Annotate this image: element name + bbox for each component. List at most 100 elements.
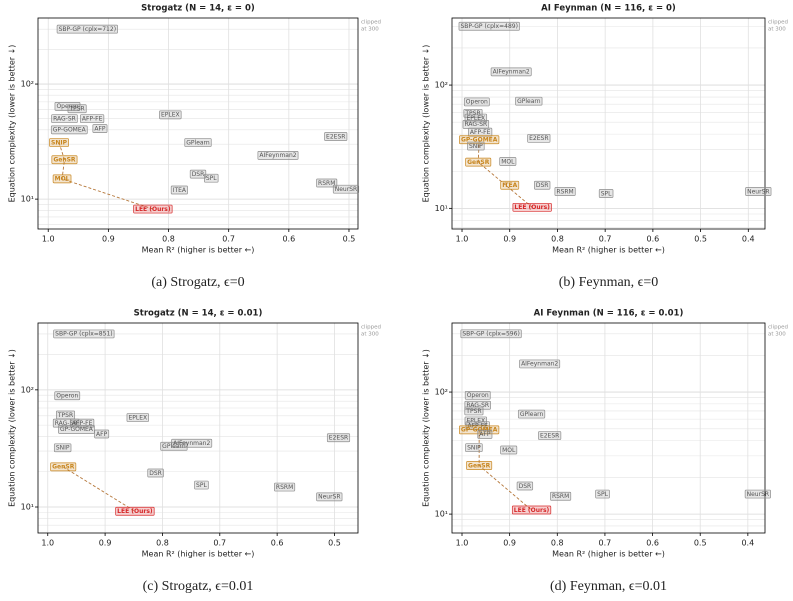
point: DSR <box>516 481 534 491</box>
point: SNIP <box>467 141 485 151</box>
point: SNIP <box>465 443 483 453</box>
y-tick-label: 10² <box>435 81 448 90</box>
point-box <box>459 425 500 435</box>
x-tick-label: 0.6 <box>282 235 295 244</box>
point-box <box>527 133 551 143</box>
point-label: TPSR <box>68 106 84 113</box>
annotation: clipped <box>361 20 381 26</box>
y-tick-label: 10¹ <box>21 195 34 204</box>
point: AFP-FE <box>468 127 493 137</box>
point-label: Operon <box>466 99 488 106</box>
point-box <box>257 151 299 160</box>
point-box <box>316 178 338 188</box>
x-tick-label: 0.8 <box>162 235 175 244</box>
x-tick-label: 0.5 <box>343 235 356 244</box>
point-label: SBP-GP (cplx=596) <box>462 331 519 338</box>
point-label: Operon <box>56 103 78 110</box>
point: E2ESR <box>324 132 348 141</box>
point: SBP-GP (cplx=712) <box>56 24 118 34</box>
point-label: MOL <box>55 176 70 183</box>
axes-frame <box>451 322 766 534</box>
point: SPL <box>203 173 219 183</box>
point-box <box>184 138 212 147</box>
point: GenSR <box>50 462 77 472</box>
point-box <box>500 445 518 455</box>
x-tick-label: 0.9 <box>503 539 516 548</box>
x-axis-label: Mean R² (higher is better ←) <box>552 246 665 255</box>
point: NeurSR <box>316 492 343 502</box>
point: E2ESR <box>527 133 551 143</box>
point: RSRM <box>554 187 576 196</box>
chart-title: Strogatz (N = 14, ε = 0.01) <box>134 309 263 319</box>
point-label: GenSR <box>468 462 491 469</box>
point: AFP-FE <box>80 114 105 124</box>
point-box <box>517 409 546 419</box>
x-axis-label: Mean R² (higher is better ←) <box>552 550 665 559</box>
x-tick-label: 0.5 <box>694 235 707 244</box>
x-tick-label: 0.9 <box>503 235 516 244</box>
point-box <box>115 506 155 516</box>
point-label: LEE (Ours) <box>135 206 171 213</box>
point-label: RAG-SR <box>464 121 487 128</box>
point: AIFeynman2 <box>257 151 299 160</box>
point-box <box>147 468 164 478</box>
point-label: Operon <box>56 393 78 400</box>
point-label: ITEA <box>502 182 517 189</box>
point-box <box>468 127 493 137</box>
point-box <box>274 482 296 492</box>
point: SBP-GP (cplx=489) <box>458 21 520 31</box>
point-box <box>500 180 520 190</box>
point: AFP <box>92 124 108 133</box>
panel: 1.0 0.9 0.8 0.7 0.6 0.5 0.4 10¹ 10² AI Feynman (N… <box>422 309 788 595</box>
point-label: SPL <box>597 491 608 498</box>
point: GenSR <box>51 155 78 165</box>
point-box <box>512 202 552 212</box>
point-label: E2ESR <box>540 432 559 439</box>
y-tick-label: 10¹ <box>435 204 448 213</box>
point-box <box>159 110 182 120</box>
point: AIFeynman2 <box>519 359 561 369</box>
point: GPlearn <box>517 409 546 419</box>
pareto-front <box>58 142 154 210</box>
point-label: AIFeynman2 <box>259 152 296 159</box>
point-label: MOL <box>502 447 516 454</box>
point-label: TPSR <box>465 408 481 415</box>
x-tick-label: 0.6 <box>646 539 659 548</box>
point-box <box>595 489 610 499</box>
point: SPL <box>194 480 209 490</box>
point-label: DSR <box>536 182 549 189</box>
point-box <box>53 443 72 453</box>
point: SPL <box>598 189 614 198</box>
point: Operon <box>54 391 81 401</box>
point: Operon <box>464 390 491 400</box>
point-box <box>316 492 343 502</box>
point-box <box>458 21 520 31</box>
point: AFP <box>94 429 110 439</box>
point: E2ESR <box>538 431 562 440</box>
x-tick-label: 0.7 <box>599 539 612 548</box>
point: TPSR <box>67 104 87 114</box>
point-label: DSR <box>192 171 205 178</box>
x-tick-label: 0.9 <box>99 539 112 548</box>
point-label: NeurSR <box>335 186 357 193</box>
point: SNIP <box>53 443 72 453</box>
point: GPlearn <box>160 441 188 451</box>
point-label: GPlearn <box>517 98 541 105</box>
pareto-front <box>478 429 532 511</box>
point-box <box>171 438 213 448</box>
point: MOL <box>500 445 518 455</box>
annotation: clipped <box>361 325 381 331</box>
point-label: AFP <box>479 431 491 438</box>
point-box <box>464 406 484 416</box>
point-label: LEE (Ours) <box>514 507 550 514</box>
point-box <box>51 114 78 124</box>
point-box <box>499 157 517 166</box>
point: GP-GOMEA <box>50 125 88 135</box>
point: GPlearn <box>184 138 212 147</box>
point-label: EPLEX <box>467 115 486 122</box>
point: SPL <box>595 489 610 499</box>
point-label: LEE (Ours) <box>514 204 550 211</box>
chart-title: AI Feynman (N = 116, ε = 0.01) <box>534 309 684 319</box>
point-box <box>538 431 562 440</box>
